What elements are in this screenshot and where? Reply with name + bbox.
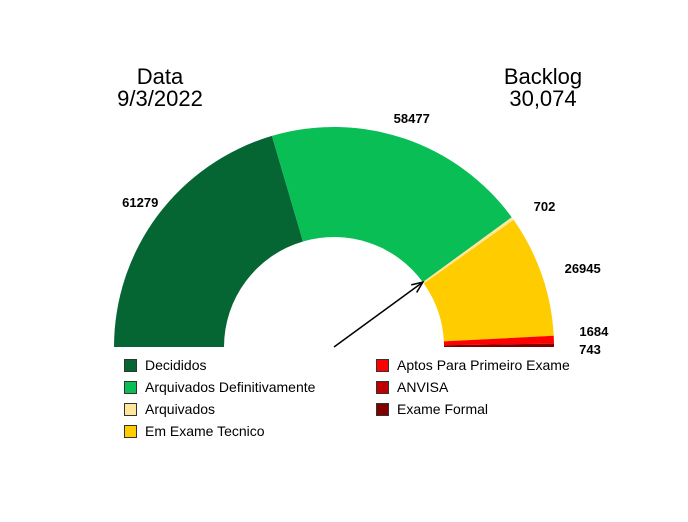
legend-swatch [376,403,389,416]
gauge-needle [334,282,423,347]
legend-label: Aptos Para Primeiro Exame [397,357,570,373]
legend-item: Em Exame Tecnico [124,423,265,439]
legend-item: Decididos [124,357,206,373]
gauge-chart: 61279 58477 702 26945 1684 743 [0,0,688,522]
legend-item: Aptos Para Primeiro Exame [376,357,570,373]
gauge-segment-decididos [114,136,303,347]
data-label: 61279 [122,195,158,210]
legend-swatch [124,425,137,438]
data-label: 1684 [579,324,609,339]
legend-item: ANVISA [376,379,448,395]
legend-label: Arquivados [145,401,215,417]
chart-container: Data 9/3/2022 Backlog 30,074 61279584777… [0,0,688,522]
legend-label: Decididos [145,357,206,373]
legend-swatch [124,359,137,372]
legend-label: Em Exame Tecnico [145,423,265,439]
legend-item: Exame Formal [376,401,488,417]
legend-label: ANVISA [397,379,448,395]
legend-swatch [376,359,389,372]
legend-swatch [124,403,137,416]
legend-item: Arquivados [124,401,215,417]
data-label: 26945 [565,261,601,276]
legend-swatch [124,381,137,394]
legend-item: Arquivados Definitivamente [124,379,315,395]
legend-swatch [376,381,389,394]
data-label: 743 [579,342,601,357]
legend-label: Arquivados Definitivamente [145,379,315,395]
legend-label: Exame Formal [397,401,488,417]
data-label: 702 [534,199,556,214]
data-label: 58477 [394,111,430,126]
